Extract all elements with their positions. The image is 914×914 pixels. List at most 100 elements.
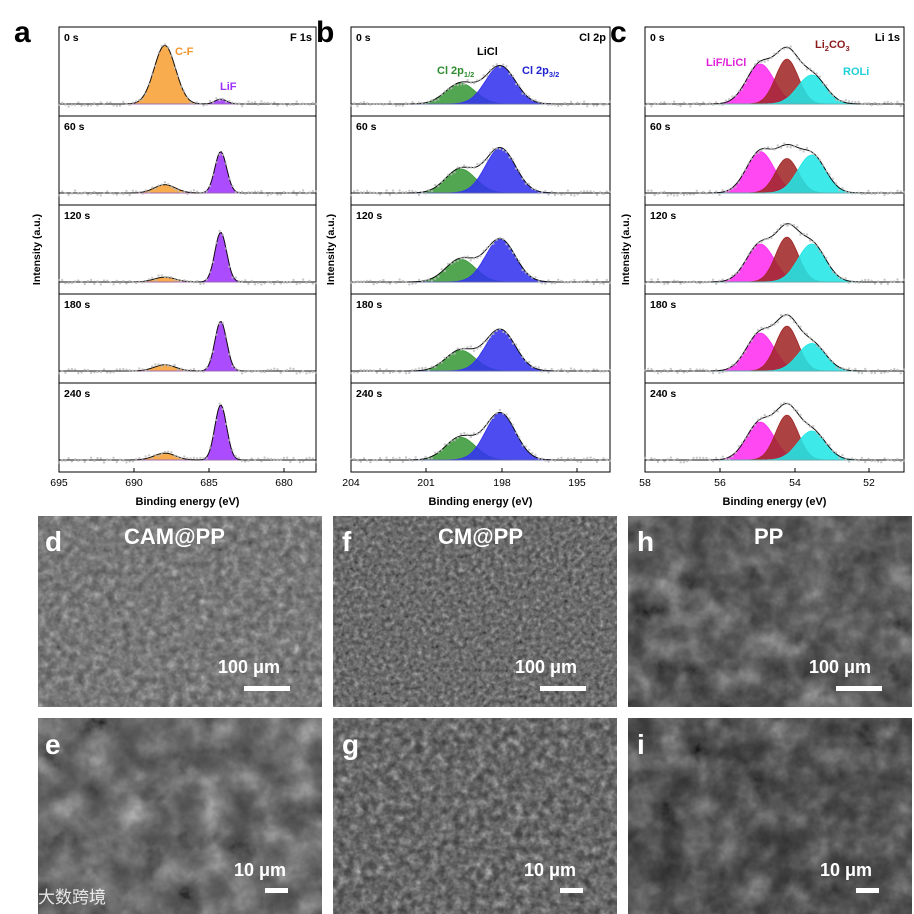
data-point	[744, 260, 747, 263]
data-point	[899, 460, 902, 463]
data-point	[492, 242, 495, 246]
data-point	[151, 276, 154, 279]
data-point	[186, 369, 189, 373]
data-point	[260, 283, 263, 286]
data-point	[485, 246, 489, 249]
data-point	[205, 190, 208, 193]
data-point	[489, 151, 492, 154]
data-point	[167, 364, 170, 367]
data-point	[99, 283, 103, 286]
data-point	[446, 262, 450, 266]
data-point	[653, 457, 656, 461]
data-point	[602, 104, 605, 107]
data-point	[880, 103, 883, 106]
data-point	[560, 104, 563, 107]
data-point	[99, 457, 103, 460]
data-point	[378, 193, 382, 196]
data-point	[128, 369, 131, 372]
data-point	[247, 191, 250, 194]
data-point	[705, 456, 708, 460]
data-point	[240, 280, 244, 283]
data-point	[295, 193, 298, 197]
data-point	[266, 280, 269, 283]
scale-label-h: 100 μm	[809, 657, 871, 677]
data-point	[234, 102, 237, 105]
data-point	[427, 100, 430, 104]
data-point	[443, 356, 447, 360]
data-point	[173, 363, 176, 367]
data-point	[753, 246, 757, 249]
data-point	[289, 191, 292, 195]
data-point	[834, 182, 838, 185]
data-point	[676, 371, 679, 374]
data-point	[783, 222, 786, 226]
data-point	[231, 184, 234, 188]
data-point	[437, 185, 440, 188]
data-point	[479, 78, 482, 81]
data-point	[786, 47, 789, 50]
data-point	[176, 74, 180, 78]
data-point	[311, 101, 314, 105]
data-point	[301, 102, 305, 105]
fit-envelope	[59, 320, 316, 372]
data-point	[366, 102, 369, 105]
data-point	[864, 102, 867, 105]
data-point	[456, 83, 459, 87]
data-point	[125, 368, 128, 371]
data-point	[708, 458, 711, 461]
data-point	[889, 191, 893, 194]
data-point	[537, 457, 540, 460]
data-point	[57, 372, 61, 375]
data-point	[582, 100, 586, 103]
data-point	[476, 79, 479, 82]
data-point	[605, 190, 608, 193]
data-point	[266, 457, 269, 460]
data-point	[573, 278, 576, 282]
data-point	[679, 282, 682, 285]
data-point	[770, 236, 773, 240]
data-point	[301, 189, 305, 192]
data-point	[576, 280, 579, 284]
y-axis-label: Intensity (a.u.)	[325, 214, 337, 285]
data-point	[763, 413, 766, 417]
data-point	[482, 427, 485, 430]
panel-letter-h: h	[637, 526, 654, 557]
data-point	[298, 191, 302, 194]
data-point	[731, 363, 734, 367]
data-point	[128, 103, 131, 107]
data-point	[398, 371, 401, 374]
data-point	[199, 191, 202, 195]
scale-label-g: 10 μm	[524, 860, 576, 880]
data-point	[67, 457, 70, 460]
data-point	[424, 366, 427, 370]
data-point	[70, 367, 74, 371]
data-point	[295, 458, 298, 462]
data-point	[421, 280, 424, 284]
data-point	[851, 369, 854, 372]
peak-Cl 2p3/2	[351, 329, 610, 372]
data-point	[183, 279, 186, 282]
data-point	[388, 371, 392, 375]
data-point	[544, 282, 547, 285]
data-point	[547, 460, 550, 463]
data-point	[269, 102, 273, 105]
data-point	[282, 369, 286, 373]
data-point	[672, 194, 676, 197]
data-point	[106, 101, 109, 104]
data-point	[67, 281, 70, 285]
data-point	[292, 103, 295, 107]
data-point	[789, 146, 792, 149]
data-point	[147, 369, 151, 373]
data-point	[540, 457, 544, 460]
data-point	[298, 103, 302, 106]
data-point	[176, 368, 180, 371]
data-point	[860, 102, 864, 106]
data-point	[650, 278, 653, 281]
data-point	[308, 191, 311, 194]
time-label: 180 s	[356, 299, 382, 311]
data-point	[495, 238, 498, 242]
xps-charts: 0 s 60 s 120 s 180 s 240 s F 1s C-F LiF 695 690 68…	[31, 26, 906, 508]
data-point	[757, 328, 760, 332]
data-point	[660, 191, 663, 194]
x-tick-label: 195	[568, 477, 586, 489]
